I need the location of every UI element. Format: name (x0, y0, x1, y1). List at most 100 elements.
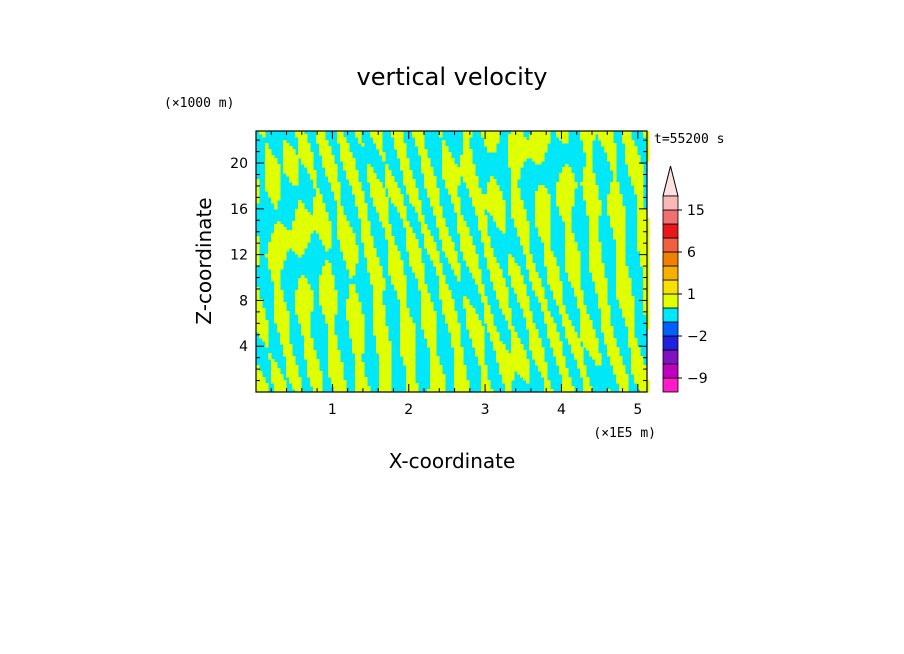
heatmap-cell (268, 353, 272, 357)
heatmap-cell (457, 332, 461, 336)
heatmap-cell (292, 170, 296, 174)
heatmap-cell (616, 182, 620, 186)
heatmap-cell (358, 131, 362, 135)
heatmap-cell (541, 233, 545, 237)
heatmap-cell (325, 287, 329, 291)
heatmap-cell (643, 281, 647, 285)
heatmap-cell (310, 359, 314, 363)
heatmap-cell (589, 245, 593, 249)
heatmap-cell (406, 248, 410, 252)
heatmap-cell (517, 143, 521, 147)
heatmap-cell (382, 353, 386, 357)
heatmap-cell (595, 341, 599, 345)
heatmap-cell (397, 254, 401, 258)
heatmap-cell (274, 167, 278, 171)
heatmap-cell (388, 194, 392, 198)
heatmap-cell (310, 344, 314, 348)
heatmap-cell (319, 284, 323, 288)
heatmap-cell (379, 203, 383, 207)
heatmap-cell (382, 200, 386, 204)
heatmap-cell (346, 164, 350, 168)
heatmap-cell (379, 188, 383, 192)
heatmap-cell (424, 299, 428, 303)
heatmap-cell (376, 296, 380, 300)
heatmap-cell (286, 314, 290, 318)
heatmap-cell (595, 263, 599, 267)
heatmap-cell (511, 146, 515, 150)
heatmap-cell (463, 161, 467, 165)
heatmap-cell (283, 338, 287, 342)
heatmap-cell (325, 266, 329, 270)
heatmap-cell (565, 203, 569, 207)
heatmap-cell (334, 170, 338, 174)
heatmap-cell (487, 239, 491, 243)
heatmap-cell (445, 167, 449, 171)
heatmap-cell (373, 131, 377, 135)
heatmap-cell (445, 311, 449, 315)
heatmap-cell (634, 161, 638, 165)
heatmap-cell (376, 275, 380, 279)
heatmap-cell (577, 359, 581, 363)
heatmap-cell (538, 218, 542, 222)
heatmap-cell (295, 230, 299, 234)
heatmap-cell (535, 359, 539, 363)
heatmap-cell (448, 188, 452, 192)
heatmap-cell (292, 359, 296, 363)
heatmap-cell (310, 347, 314, 351)
heatmap-cell (466, 245, 470, 249)
heatmap-cell (289, 353, 293, 357)
heatmap-cell (415, 239, 419, 243)
heatmap-cell (334, 194, 338, 198)
heatmap-cell (349, 296, 353, 300)
heatmap-cell (553, 275, 557, 279)
heatmap-cell (601, 263, 605, 267)
heatmap-cell (403, 164, 407, 168)
heatmap-cell (628, 173, 632, 177)
heatmap-cell (607, 137, 611, 141)
heatmap-cell (439, 209, 443, 213)
heatmap-cell (424, 314, 428, 318)
heatmap-cell (475, 254, 479, 258)
heatmap-cell (370, 254, 374, 258)
heatmap-cell (493, 332, 497, 336)
heatmap-cell (424, 311, 428, 315)
heatmap-cell (583, 323, 587, 327)
heatmap-cell (280, 311, 284, 315)
heatmap-cell (319, 296, 323, 300)
heatmap-cell (310, 161, 314, 165)
heatmap-cell (574, 248, 578, 252)
heatmap-cell (580, 299, 584, 303)
heatmap-cell (619, 251, 623, 255)
heatmap-cell (457, 182, 461, 186)
heatmap-cell (397, 149, 401, 153)
heatmap-cell (415, 140, 419, 144)
heatmap-cell (439, 269, 443, 273)
heatmap-cell (265, 326, 269, 330)
heatmap-cell (313, 215, 317, 219)
heatmap-cell (454, 311, 458, 315)
heatmap-cell (448, 308, 452, 312)
heatmap-cell (271, 158, 275, 162)
heatmap-cell (478, 191, 482, 195)
heatmap-cell (514, 218, 518, 222)
heatmap-cell (418, 137, 422, 141)
heatmap-cell (427, 176, 431, 180)
heatmap-cell (331, 161, 335, 165)
heatmap-cell (610, 206, 614, 210)
heatmap-cell (646, 260, 650, 264)
heatmap-cell (304, 293, 308, 297)
heatmap-cell (331, 320, 335, 324)
heatmap-cell (523, 239, 527, 243)
heatmap-cell (433, 359, 437, 363)
heatmap-cell (436, 209, 440, 213)
heatmap-cell (259, 311, 263, 315)
heatmap-cell (304, 215, 308, 219)
heatmap-cell (481, 131, 485, 135)
heatmap-cell (289, 239, 293, 243)
heatmap-cell (577, 260, 581, 264)
heatmap-cell (541, 218, 545, 222)
heatmap-cell (367, 227, 371, 231)
heatmap-cell (388, 233, 392, 237)
heatmap-cell (595, 281, 599, 285)
heatmap-cell (331, 347, 335, 351)
